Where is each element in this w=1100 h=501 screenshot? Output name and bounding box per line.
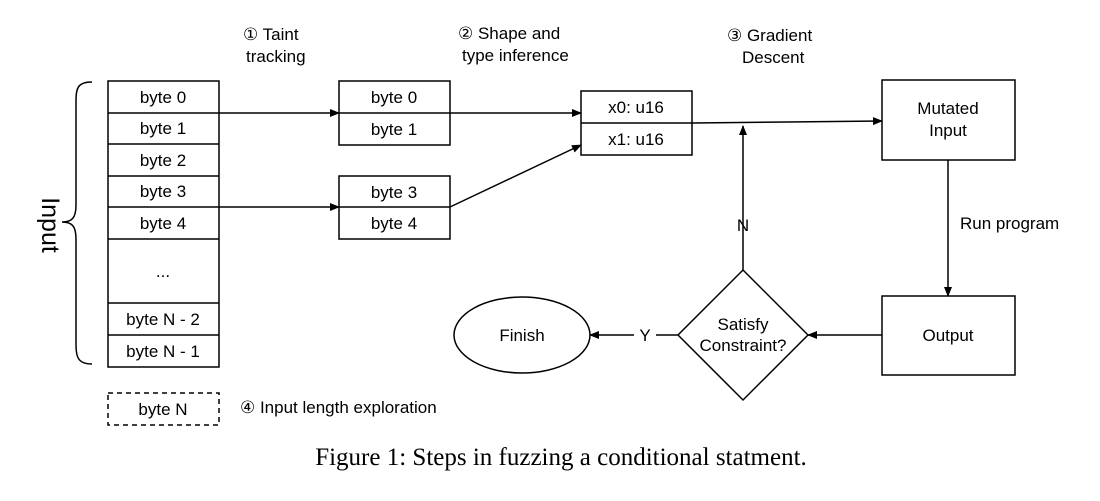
mutated-input-box: Mutated Input [881,79,1016,161]
step-shape-label-1: ② Shape and [458,24,560,43]
extra-byte-label: byte N [138,400,187,419]
input-bytes-frame [107,80,220,368]
input-byte-3: byte 3 [140,182,186,201]
typed-field-x0: x0: u16 [608,98,664,117]
step-gradient-label-2: Descent [742,48,805,67]
satisfy-label-1: Satisfy [717,315,769,334]
tainted-group-b: byte 3 byte 4 [338,175,451,240]
input-byte-4: byte 4 [140,214,186,233]
input-byte-2: byte 2 [140,151,186,170]
typed-fields-box: x0: u16 x1: u16 [580,90,693,156]
finish-label: Finish [499,326,544,345]
input-byte-0: byte 0 [140,88,186,107]
step-gradient-label-1: ③ Gradient [727,26,812,45]
input-byte-ellipsis: ... [156,262,170,281]
tainted-b-byte-3: byte 3 [371,183,417,202]
tainted-b-byte-4: byte 4 [371,214,417,233]
input-byte-1: byte 1 [140,119,186,138]
input-side-label: Input [36,197,64,253]
tainted-a-byte-1: byte 1 [371,120,417,139]
input-byte-n-minus-2: byte N - 2 [126,310,200,329]
edge-label-yes: Y [639,326,650,345]
typed-field-x1: x1: u16 [608,130,664,149]
extra-byte-box [107,392,220,426]
mutated-input-label-2: Input [929,121,967,140]
step-taint-label-1: ① Taint [243,25,299,44]
input-brace [61,81,93,365]
finish-node: Finish [453,296,591,374]
output-label: Output [922,326,973,345]
mutated-input-label-1: Mutated [917,99,978,118]
output-box: Output [881,295,1016,376]
satisfy-label-2: Constraint? [700,336,787,355]
input-bytes-column: byte 0 byte 1 byte 2 byte 3 byte 4 ... b… [107,80,220,368]
step-taint-label-2: tracking [246,47,306,66]
figure-caption: Figure 1: Steps in fuzzing a conditional… [315,444,807,471]
edge-label-run-program: Run program [960,214,1059,233]
step-length-label: ④ Input length exploration [240,398,437,417]
tainted-a-byte-0: byte 0 [371,88,417,107]
arrow-typed-to-mutated [691,117,883,126]
tainted-group-a: byte 0 byte 1 [338,80,451,146]
step-shape-label-2: type inference [462,46,569,65]
edge-label-no: N [737,216,749,235]
satisfy-constraint-diamond: Satisfy Constraint? [676,268,810,402]
arrow-group-b-to-typed [449,144,582,208]
input-byte-n-minus-1: byte N - 1 [126,342,200,361]
